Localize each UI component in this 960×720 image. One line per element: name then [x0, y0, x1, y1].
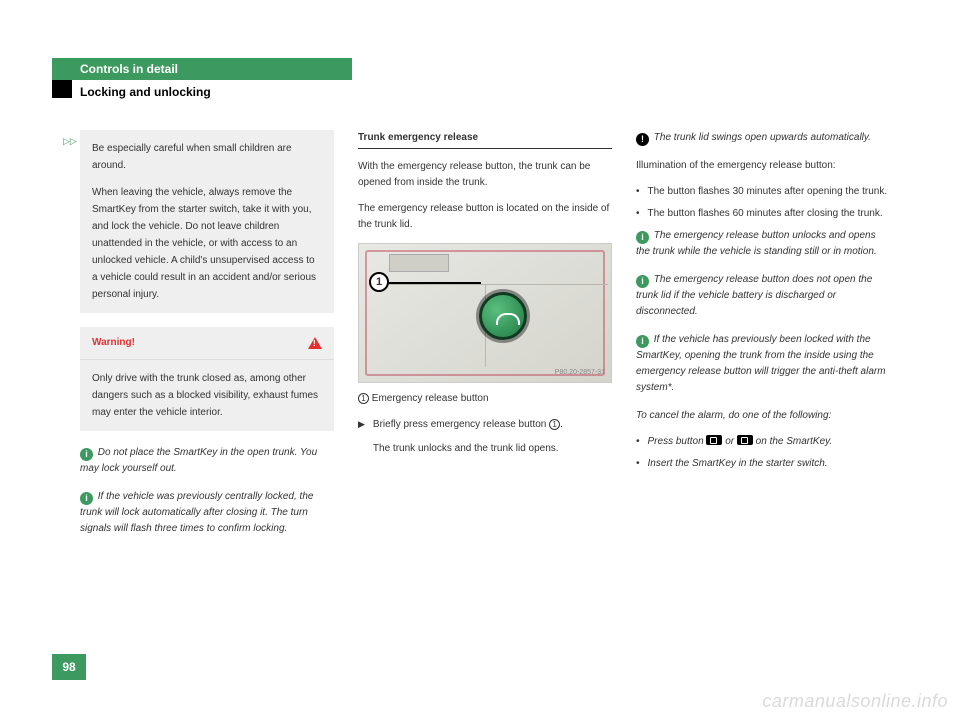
exclamation-icon: ! — [636, 133, 649, 146]
cancel-heading: To cancel the alarm, do one of the follo… — [636, 408, 890, 424]
step-1-result: The trunk unlocks and the trunk lid open… — [373, 441, 563, 457]
callout-line — [389, 282, 481, 284]
diagram-panel — [389, 254, 449, 272]
diagram-line — [369, 284, 608, 285]
c1b: or — [722, 436, 736, 447]
info-note-5: i If the vehicle has previously been loc… — [636, 332, 890, 396]
bullet-dot-icon: • — [636, 206, 640, 222]
section-title: Locking and unlocking — [80, 85, 211, 99]
legend-marker-1: 1 — [358, 393, 369, 404]
page-number: 98 — [52, 654, 86, 680]
caution-box: Be especially careful when small childre… — [80, 130, 334, 313]
tab-marker — [52, 80, 72, 98]
cancel-1-text: Press button or on the SmartKey. — [648, 434, 833, 450]
info-icon: i — [80, 492, 93, 505]
bullet-1: • The button flashes 30 minutes after op… — [636, 184, 890, 200]
diagram-legend: 1 Emergency release button — [358, 391, 612, 407]
col2-p1: With the emergency release button, the t… — [358, 159, 612, 191]
inline-callout-1: 1 — [549, 419, 560, 430]
info-note-5-text: If the vehicle has previously been locke… — [636, 334, 886, 393]
bullet-dot-icon: • — [636, 184, 640, 200]
column-3: ! The trunk lid swings open upwards auto… — [636, 130, 890, 549]
col2-p2: The emergency release button is located … — [358, 201, 612, 233]
info-icon: i — [636, 335, 649, 348]
column-2: Trunk emergency release With the emergen… — [358, 130, 612, 549]
info-note-2: i If the vehicle was previously centrall… — [80, 489, 334, 537]
warning-box: Warning! Only drive with the trunk close… — [80, 327, 334, 431]
step-1: ▶ Briefly press emergency release button… — [358, 417, 612, 467]
excl-note: ! The trunk lid swings open upwards auto… — [636, 130, 890, 146]
step-1-b: . — [560, 419, 563, 430]
info-icon: i — [636, 275, 649, 288]
info-note-3-text: The emergency release button unlocks and… — [636, 230, 877, 257]
info-icon: i — [80, 448, 93, 461]
warning-title: Warning! — [92, 335, 135, 351]
caution-p1: Be especially careful when small childre… — [92, 140, 322, 174]
chapter-title: Controls in detail — [80, 62, 178, 76]
info-note-1-text: Do not place the SmartKey in the open tr… — [80, 447, 317, 474]
step-marker-icon: ▶ — [358, 417, 365, 467]
column-1: Be especially careful when small childre… — [80, 130, 334, 549]
warning-body: Only drive with the trunk closed as, amo… — [80, 360, 334, 431]
chapter-bar: Controls in detail — [52, 58, 352, 80]
bullet-2-text: The button flashes 60 minutes after clos… — [648, 206, 883, 222]
callout-1: 1 — [369, 272, 389, 292]
caution-p2: When leaving the vehicle, always remove … — [92, 184, 322, 303]
emergency-release-button-icon — [479, 292, 527, 340]
info-note-1: i Do not place the SmartKey in the open … — [80, 445, 334, 477]
cancel-bullet-2: • Insert the SmartKey in the starter swi… — [636, 456, 890, 472]
col3-p1: Illumination of the emergency release bu… — [636, 158, 890, 174]
cancel-2-text: Insert the SmartKey in the starter switc… — [648, 456, 828, 472]
cancel-bullet-1: • Press button or on the SmartKey. — [636, 434, 890, 450]
info-note-4-text: The emergency release button does not op… — [636, 274, 872, 317]
continuation-arrow-icon: ▷▷ — [63, 136, 77, 147]
info-icon: i — [636, 231, 649, 244]
c1c: on the SmartKey. — [753, 436, 832, 447]
bullet-1-text: The button flashes 30 minutes after open… — [648, 184, 888, 200]
bullet-dot-icon: • — [636, 434, 640, 450]
excl-note-text: The trunk lid swings open upwards automa… — [654, 132, 871, 143]
watermark: carmanualsonline.info — [762, 691, 948, 712]
info-note-2-text: If the vehicle was previously centrally … — [80, 491, 313, 534]
c1a: Press button — [648, 436, 707, 447]
lock-key-icon — [737, 435, 753, 445]
step-1-a: Briefly press emergency release button — [373, 419, 549, 430]
trunk-release-heading: Trunk emergency release — [358, 130, 612, 149]
bullet-2: • The button flashes 60 minutes after cl… — [636, 206, 890, 222]
trunk-release-diagram: 1 P80.20-2857-31 — [358, 243, 612, 383]
step-1-text: Briefly press emergency release button 1… — [373, 417, 563, 467]
manual-page: Controls in detail Locking and unlocking… — [0, 0, 960, 720]
info-note-4: i The emergency release button does not … — [636, 272, 890, 320]
bullet-dot-icon: • — [636, 456, 640, 472]
diagram-code: P80.20-2857-31 — [555, 367, 605, 378]
warning-triangle-icon — [308, 337, 322, 349]
content-columns: Be especially careful when small childre… — [80, 130, 890, 549]
warning-head: Warning! — [80, 327, 334, 360]
info-note-3: i The emergency release button unlocks a… — [636, 228, 890, 260]
unlock-key-icon — [706, 435, 722, 445]
legend-text: Emergency release button — [372, 393, 489, 404]
